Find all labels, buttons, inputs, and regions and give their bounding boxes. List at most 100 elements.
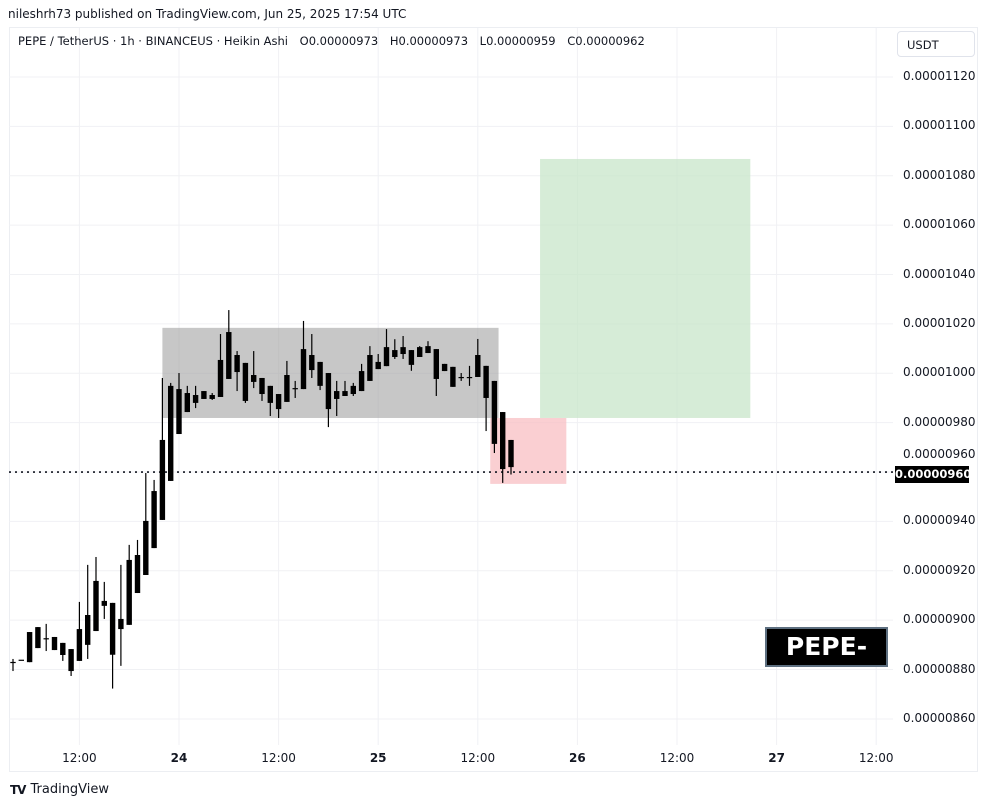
y-tick-label: 0.00001060 bbox=[903, 217, 976, 232]
candle-body bbox=[466, 376, 473, 379]
x-tick-label: 12:00 bbox=[659, 751, 695, 765]
chart-frame bbox=[9, 27, 978, 772]
candle bbox=[18, 659, 24, 661]
symbol-legend: PEPE / TetherUS · 1h · BINANCEUS · Heiki… bbox=[18, 34, 653, 48]
ohlc-high: H0.00000973 bbox=[389, 34, 469, 48]
candle-body bbox=[93, 580, 99, 632]
candle-body bbox=[425, 346, 431, 354]
candle-body bbox=[159, 439, 166, 520]
candle-body bbox=[267, 385, 273, 403]
candle-body bbox=[143, 520, 149, 575]
candle-body bbox=[400, 347, 406, 355]
candle bbox=[334, 380, 340, 416]
tradingview-logo-icon: TV bbox=[10, 782, 27, 797]
candle bbox=[35, 627, 41, 649]
candle-body bbox=[392, 350, 398, 357]
candle bbox=[508, 439, 514, 475]
candle-body bbox=[491, 380, 498, 444]
candle bbox=[358, 363, 365, 392]
candle bbox=[267, 385, 273, 416]
ohlc-close: C0.00000962 bbox=[567, 34, 645, 48]
candle-body bbox=[217, 359, 224, 397]
candle bbox=[68, 649, 74, 676]
candle bbox=[433, 349, 439, 396]
y-tick-label: 0.00001020 bbox=[903, 315, 976, 330]
candle bbox=[143, 473, 149, 575]
y-tick-label: 0.00001000 bbox=[903, 365, 976, 380]
candle-body bbox=[35, 627, 41, 649]
ohlc-low: L0.00000959 bbox=[479, 34, 556, 48]
y-tick-label: 0.00000860 bbox=[903, 710, 976, 725]
y-tick-label: 0.00001120 bbox=[903, 69, 976, 83]
candle bbox=[483, 365, 489, 432]
x-tick-label: 12:00 bbox=[460, 751, 496, 765]
candle bbox=[217, 334, 224, 397]
candle-body bbox=[85, 614, 91, 645]
candle-body bbox=[209, 395, 215, 399]
candle-body bbox=[358, 371, 365, 392]
x-tick-label: 12:00 bbox=[62, 751, 97, 765]
candle bbox=[159, 377, 166, 520]
candle-body bbox=[259, 377, 265, 395]
y-tick-label: 0.00000960 bbox=[903, 447, 976, 462]
y-tick-label: 0.00000900 bbox=[903, 612, 976, 627]
candle-body bbox=[284, 375, 290, 402]
x-tick-label: 24 bbox=[170, 751, 188, 765]
candle-body bbox=[76, 629, 83, 661]
candle-body bbox=[168, 385, 174, 481]
candle bbox=[242, 362, 249, 403]
chart-badge: PEPE-1H bbox=[765, 627, 888, 697]
candle bbox=[375, 354, 381, 370]
candle bbox=[275, 394, 282, 418]
candle bbox=[151, 479, 157, 549]
candle bbox=[475, 338, 481, 377]
candle-body bbox=[201, 391, 207, 399]
candle bbox=[51, 636, 58, 651]
candle-body bbox=[375, 361, 381, 370]
currency-button[interactable]: USDT bbox=[897, 31, 975, 57]
candle-body bbox=[26, 632, 33, 663]
candle bbox=[425, 341, 431, 354]
brand-name: TradingView bbox=[30, 782, 110, 797]
current-price-label: 0.00000960 bbox=[895, 466, 972, 483]
candle-body bbox=[367, 355, 373, 381]
candle-body bbox=[192, 395, 199, 403]
y-tick-label: 0.00000940 bbox=[903, 513, 976, 528]
candle bbox=[408, 350, 415, 371]
candle-body bbox=[51, 636, 58, 651]
candles bbox=[10, 310, 514, 689]
candle bbox=[342, 380, 348, 396]
candle-body bbox=[234, 355, 240, 373]
symbol-info: PEPE / TetherUS · 1h · BINANCEUS · Heiki… bbox=[18, 34, 288, 48]
candle bbox=[417, 346, 423, 357]
candle bbox=[43, 623, 49, 652]
published-caption: nileshrh73 published on TradingView.com,… bbox=[8, 7, 407, 21]
candle-body bbox=[10, 661, 16, 664]
candle bbox=[234, 351, 240, 392]
candle bbox=[500, 412, 506, 483]
candle bbox=[85, 564, 91, 659]
candle-body bbox=[433, 349, 439, 379]
target-box bbox=[540, 158, 751, 418]
candle bbox=[60, 642, 66, 661]
candle-body bbox=[383, 347, 390, 367]
candle-body bbox=[226, 332, 232, 379]
candle bbox=[317, 361, 323, 391]
candle bbox=[168, 382, 174, 481]
candle-body bbox=[242, 362, 249, 401]
candle-body bbox=[317, 361, 323, 386]
x-tick-label: 12:00 bbox=[261, 751, 296, 765]
candle-body bbox=[43, 638, 49, 640]
ohlc-open: O0.00000973 bbox=[299, 34, 379, 48]
candle-body bbox=[334, 391, 340, 399]
candle-body bbox=[126, 559, 132, 625]
candle bbox=[259, 377, 265, 401]
candle bbox=[201, 391, 207, 399]
drawings bbox=[162, 158, 751, 484]
candle bbox=[466, 365, 473, 386]
candle-body bbox=[184, 393, 190, 413]
candle-body bbox=[309, 355, 315, 371]
candle-body bbox=[450, 366, 456, 387]
tradingview-brand[interactable]: TV TradingView bbox=[10, 782, 109, 797]
